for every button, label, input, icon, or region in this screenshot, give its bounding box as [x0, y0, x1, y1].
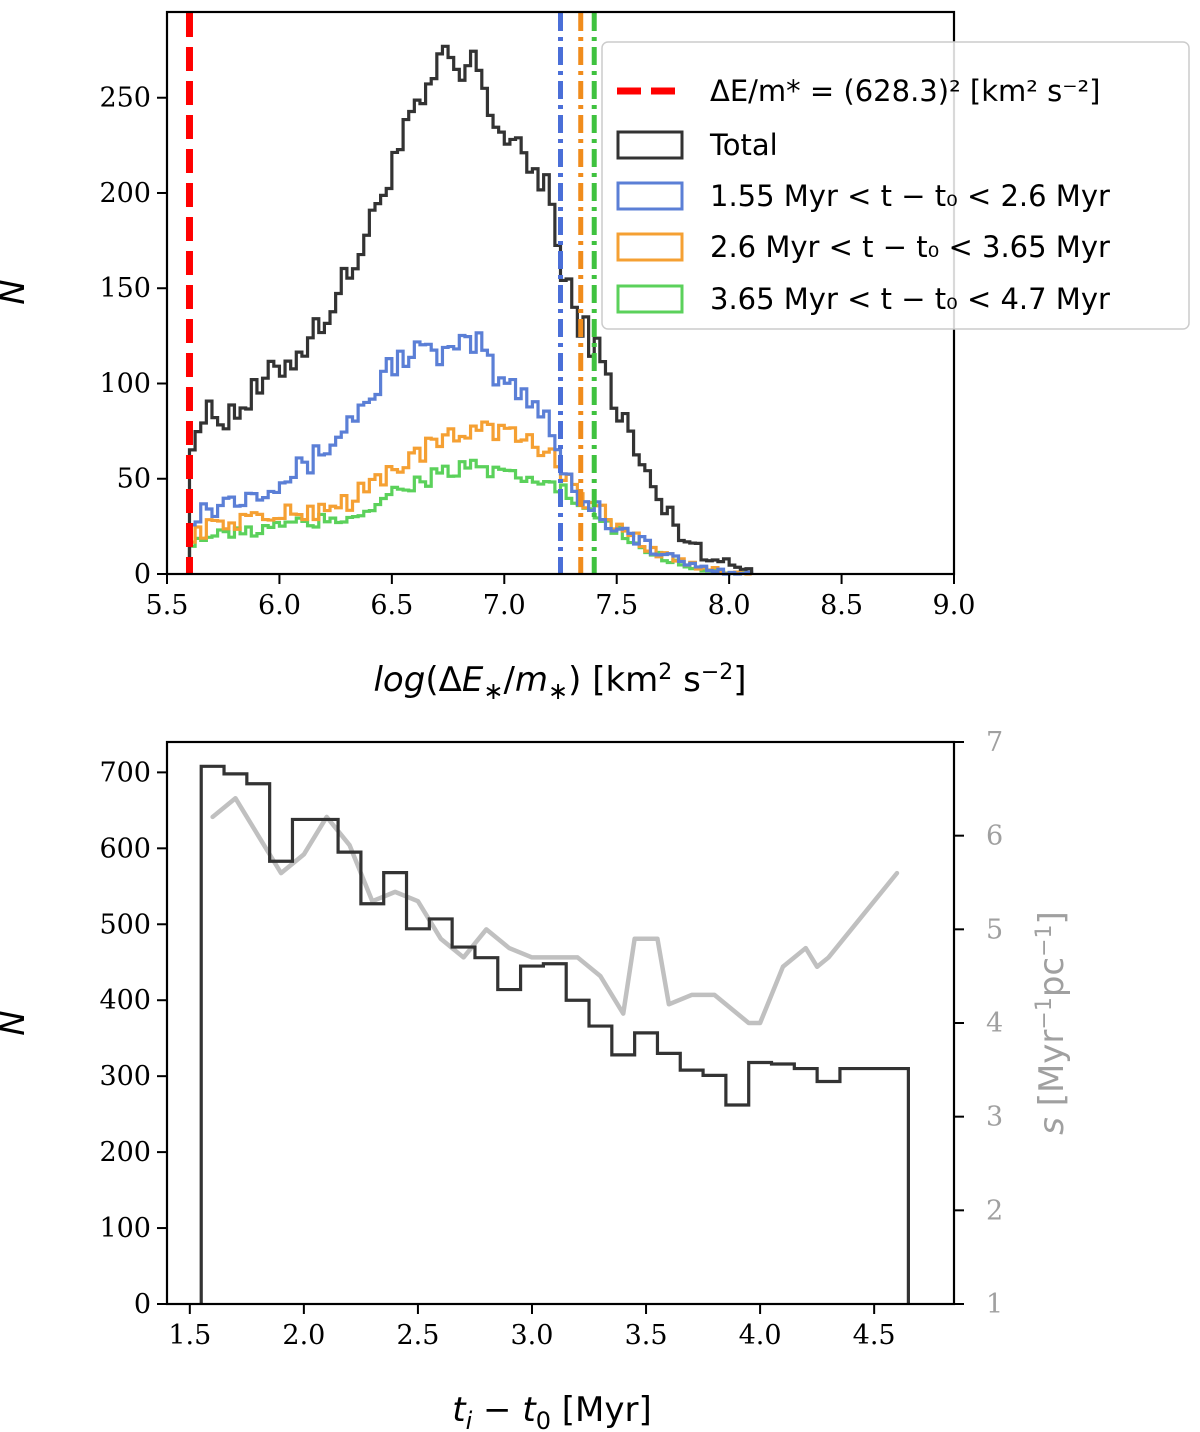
legend-swatch-3: [616, 232, 684, 262]
bottom-y-label: N: [0, 1010, 33, 1035]
bottom-panel: 1.5 2.0 2.5 3.0 3.5 4.0 4.5 0 100 200 300 400 500 600…: [0, 727, 1072, 1432]
legend-label-3: 2.6 Myr < t − t₀ < 3.65 Myr: [710, 230, 1110, 264]
legend-label-1: Total: [709, 128, 778, 162]
top-xtick-label: 7.0: [483, 590, 526, 621]
top-xtick-label: 6.5: [370, 590, 413, 621]
bottom-x-label: ti − t0 [Myr]: [452, 1390, 652, 1432]
bottom-histogram: [199, 764, 910, 1304]
legend-swatch-2: [616, 181, 684, 211]
top-ytick-label: 150: [99, 273, 151, 304]
hist-series-3: [187, 458, 754, 576]
top-ytick-label: 250: [99, 83, 151, 114]
bottom-ytick-label: 700: [99, 757, 151, 788]
rate-line: [210, 795, 900, 1026]
legend-label-2: 1.55 Myr < t − t₀ < 2.6 Myr: [710, 179, 1110, 213]
top-xtick-label: 8.0: [708, 590, 751, 621]
top-xtick-label: 9.0: [933, 590, 976, 621]
top-y-label: N: [0, 279, 33, 304]
bottom-y2tick-label: 3: [986, 1102, 1003, 1133]
bottom-ticks: 1.5 2.0 2.5 3.0 3.5 4.0 4.5 0 100 200 300 400 500 600…: [99, 727, 1003, 1351]
top-xtick-label: 7.5: [595, 590, 638, 621]
bottom-ytick-label: 100: [99, 1213, 151, 1244]
top-plot-area: [185, 13, 754, 576]
hist-series-1: [187, 331, 754, 576]
bottom-xtick-label: 4.0: [739, 1320, 782, 1351]
bottom-y2tick-label: 2: [986, 1195, 1003, 1226]
bottom-xtick-label: 4.5: [853, 1320, 896, 1351]
top-ytick-label: 0: [134, 559, 151, 590]
top-ytick-label: 50: [117, 464, 151, 495]
bottom-xtick-label: 2.0: [282, 1320, 325, 1351]
legend-box: [601, 41, 1190, 330]
bottom-ytick-label: 200: [99, 1137, 151, 1168]
legend-label-0: ΔE/m* = (628.3)² [km² s⁻²]: [710, 74, 1100, 108]
legend-label-4: 3.65 Myr < t − t₀ < 4.7 Myr: [710, 282, 1110, 316]
top-ytick-label: 200: [99, 178, 151, 209]
bottom-xtick-label: 3.5: [625, 1320, 668, 1351]
top-xtick-label: 8.5: [820, 590, 863, 621]
bottom-y2tick-label: 5: [986, 914, 1003, 945]
bottom-y2-label: s [Myr−1pc−1]: [1032, 911, 1072, 1135]
top-xtick-label: 5.5: [146, 590, 189, 621]
bottom-ytick-label: 0: [134, 1289, 151, 1320]
top-xtick-label: 6.0: [258, 590, 301, 621]
bottom-xtick-label: 1.5: [168, 1320, 211, 1351]
bottom-ytick-label: 400: [99, 985, 151, 1016]
top-x-label: log(ΔE∗/m∗) [km2 s−2]: [373, 660, 746, 705]
bottom-xtick-label: 3.0: [511, 1320, 554, 1351]
bottom-y2tick-label: 1: [986, 1289, 1003, 1320]
bottom-ytick-label: 300: [99, 1061, 151, 1092]
hist-series-2: [187, 420, 752, 576]
bottom-axes-frame: [165, 740, 956, 1306]
bottom-y2tick-label: 6: [986, 821, 1003, 852]
hist-series-0: [187, 44, 754, 574]
bottom-y2tick-label: 4: [986, 1008, 1003, 1039]
top-ticks: 5.5 6.0 6.5 7.0 7.5 8.0 8.5 9.0 0 50 100 150 200 250: [99, 83, 975, 621]
bottom-xtick-label: 2.5: [396, 1320, 439, 1351]
legend-swatch-4: [616, 284, 684, 314]
top-legend: ΔE/m* = (628.3)² [km² s⁻²] Total 1.55 Myr …: [601, 41, 1190, 330]
legend-swatch-1: [616, 130, 684, 160]
top-ytick-label: 100: [99, 368, 151, 399]
bottom-ytick-label: 500: [99, 909, 151, 940]
top-panel: 5.5 6.0 6.5 7.0 7.5 8.0 8.5 9.0050100150200250 …: [0, 10, 1190, 705]
bottom-y2tick-label: 7: [986, 727, 1003, 758]
bottom-ytick-label: 600: [99, 833, 151, 864]
bottom-plot-area: [199, 764, 910, 1304]
